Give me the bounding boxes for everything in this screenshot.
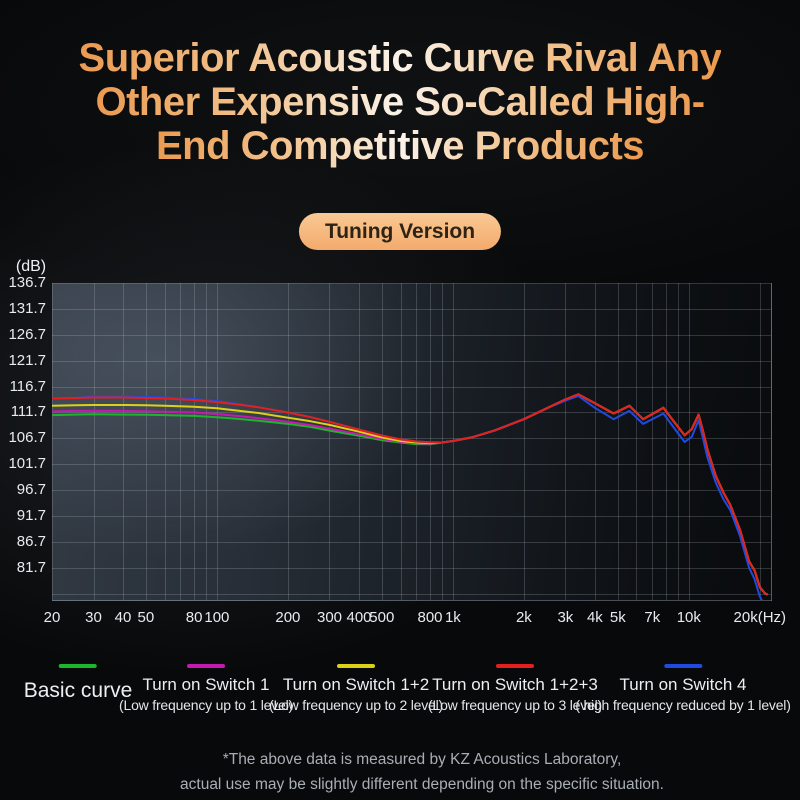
x-tick-20k(Hz): 20k(Hz) [733, 609, 787, 626]
x-tick-100: 100 [204, 609, 230, 626]
y-tick-106.7: 106.7 [8, 429, 46, 447]
legend-swatch-switch-1 [187, 664, 225, 668]
x-tick-5k: 5k [609, 609, 626, 626]
x-tick-2k: 2k [515, 609, 532, 626]
legend-sublabel-switch-4: ( high frequency reduced by 1 level) [575, 697, 791, 713]
y-tick-96.7: 96.7 [16, 481, 46, 499]
y-tick-116.7: 116.7 [9, 377, 46, 395]
y-tick-91.7: 91.7 [16, 507, 46, 525]
curve-switch-1-2 [52, 393, 768, 596]
y-tick-131.7: 131.7 [8, 299, 46, 317]
legend-item-basic-curve: Basic curve [23, 664, 133, 702]
legend-label-switch-4: Turn on Switch 4 [619, 675, 747, 694]
x-axis-tick-labels: 20 30 40 50 80 100 200 300 400 500 800 1k 2k 3k 4k 5k 7k… [44, 608, 786, 630]
page-title: Superior Acoustic Curve Rival Any Other … [0, 36, 800, 168]
y-axis-unit-label: (dB) [15, 258, 47, 275]
legend-swatch-switch-1-2 [337, 664, 375, 668]
y-tick-121.7: 121.7 [8, 351, 46, 369]
legend-sublabel-switch-1-2: (Low frequency up to 2 level) [269, 697, 443, 713]
title-line-2: Other Expensive So-Called High- [95, 80, 705, 124]
curve-basic-curve [52, 393, 768, 596]
curve-switch-1-2-3 [52, 393, 768, 596]
y-tick-81.7: 81.7 [16, 558, 46, 576]
title-line-1: Superior Acoustic Curve Rival Any [78, 36, 722, 80]
plot-area [52, 283, 772, 601]
x-tick-20: 20 [43, 609, 61, 626]
legend-swatch-switch-4 [664, 664, 702, 668]
legend-swatch-basic-curve [58, 664, 97, 668]
title-line-3: End Competitive Products [155, 124, 645, 168]
legend-label-switch-1: Turn on Switch 1 [142, 675, 270, 694]
tuning-version-badge: Tuning Version [298, 213, 502, 250]
disclaimer-line-2: actual use may be slightly different dep… [180, 776, 664, 793]
legend-sublabel-switch-1-2-3: (Low frequency up to 3 level) [428, 697, 602, 713]
x-tick-50: 50 [137, 609, 155, 626]
legend-label-basic-curve: Basic curve [23, 679, 133, 702]
legend-item-switch-1: Turn on Switch 1 (Low frequency up to 1 l… [119, 664, 293, 714]
tuning-version-label: Tuning Version [324, 219, 476, 243]
legend-swatch-switch-1-2-3 [496, 664, 534, 668]
legend-item-switch-4: Turn on Switch 4 ( high frequency reduced… [575, 664, 791, 714]
curve-switch-1 [52, 393, 768, 596]
y-tick-136.7: 136.7 [8, 274, 46, 291]
x-tick-500: 500 [369, 609, 395, 626]
x-tick-40: 40 [114, 609, 132, 626]
x-tick-3k: 3k [557, 609, 574, 626]
x-tick-10k: 10k [676, 609, 701, 626]
y-axis-tick-labels: 136.7 131.7 126.7 121.7 116.7 111.7 106.7 101.7… [0, 0, 46, 800]
chart-canvas [52, 283, 771, 600]
legend-item-switch-1-2-3: Turn on Switch 1+2+3 (Low frequency up to… [428, 664, 602, 714]
y-tick-126.7: 126.7 [8, 325, 46, 343]
x-tick-800: 800 [417, 609, 443, 626]
disclaimer-line-1: *The above data is measured by KZ Acoust… [222, 751, 622, 768]
x-tick-200: 200 [275, 609, 301, 626]
x-tick-80: 80 [185, 609, 203, 626]
x-tick-300: 300 [316, 609, 343, 626]
x-tick-30: 30 [85, 609, 102, 626]
legend-sublabel-switch-1: (Low frequency up to 1 level) [119, 697, 293, 713]
legend-item-switch-1-2: Turn on Switch 1+2 (Low frequency up to 2… [269, 664, 443, 714]
x-tick-1k: 1k [444, 609, 461, 626]
disclaimer: *The above data is measured by KZ Acoust… [22, 747, 800, 797]
y-tick-86.7: 86.7 [16, 532, 46, 550]
curve-switch-4 [52, 394, 763, 600]
x-tick-7k: 7k [644, 609, 661, 626]
y-tick-101.7: 101.7 [8, 455, 46, 473]
legend-label-switch-1-2: Turn on Switch 1+2 [282, 675, 430, 694]
y-tick-111.7: 111.7 [10, 403, 46, 421]
legend-label-switch-1-2-3: Turn on Switch 1+2+3 [432, 675, 598, 694]
x-tick-4k: 4k [586, 609, 603, 626]
x-tick-400: 400 [346, 609, 372, 626]
